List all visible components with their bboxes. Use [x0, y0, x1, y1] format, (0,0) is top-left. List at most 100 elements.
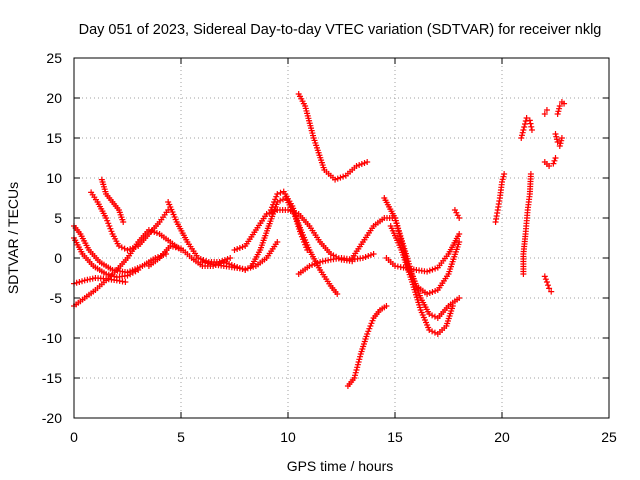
data-point [557, 140, 564, 147]
data-point [311, 261, 318, 267]
y-tick-label: 25 [46, 50, 62, 66]
data-point [543, 107, 550, 113]
data-point [274, 239, 281, 245]
data-point [424, 291, 431, 297]
data-point [104, 217, 111, 224]
data-point [555, 108, 562, 115]
series-arc6 [98, 176, 127, 225]
y-tick-labels: -20 -15 -10 -5 0 5 10 15 20 25 [42, 50, 62, 426]
data-point [541, 111, 548, 117]
data-point [365, 253, 372, 259]
data-point [334, 175, 341, 182]
data-point [556, 143, 563, 149]
data-point [367, 252, 374, 258]
x-tick-label: 25 [601, 429, 617, 445]
y-tick-label: -5 [50, 290, 63, 306]
data-point [542, 276, 549, 283]
data-point [106, 223, 113, 229]
data-point [122, 279, 129, 285]
data-point [356, 162, 363, 168]
data-points [71, 91, 568, 389]
data-point [370, 251, 377, 257]
data-point [429, 328, 436, 335]
data-point [383, 303, 390, 309]
data-point [332, 176, 339, 183]
data-point [195, 255, 202, 261]
data-point [431, 313, 438, 320]
data-point [364, 159, 371, 165]
data-point [239, 244, 246, 250]
data-point [553, 136, 560, 143]
data-point [431, 329, 438, 336]
x-tick-label: 0 [70, 429, 78, 445]
data-point [227, 255, 234, 261]
data-point [105, 220, 112, 227]
data-point [355, 359, 362, 365]
data-point [527, 171, 534, 177]
data-point [456, 215, 463, 221]
chart-title: Day 051 of 2023, Sidereal Day-to-day VTE… [79, 22, 602, 38]
data-point [219, 258, 226, 264]
data-point [118, 244, 125, 251]
data-point [499, 176, 506, 183]
series-arc26 [541, 155, 559, 169]
series-arc28 [554, 99, 568, 117]
data-point [518, 132, 525, 139]
data-point [361, 160, 368, 166]
data-point [456, 239, 463, 245]
data-point [546, 163, 553, 169]
series-arc8 [165, 199, 234, 265]
data-point [556, 103, 563, 109]
data-point [432, 288, 439, 294]
data-point [543, 279, 550, 285]
data-point [306, 263, 313, 269]
data-point [244, 265, 251, 272]
data-point [124, 247, 131, 253]
plot-frame [73, 57, 610, 419]
series-arc24 [541, 107, 550, 117]
y-tick-label: -15 [42, 370, 62, 386]
data-point [359, 255, 366, 261]
data-point [236, 245, 243, 251]
data-point [353, 163, 360, 169]
data-point [115, 243, 122, 249]
series-arc25 [541, 273, 555, 295]
data-point [107, 225, 114, 232]
data-point [366, 325, 373, 332]
data-point [550, 160, 557, 167]
y-tick-label: 0 [54, 250, 62, 266]
data-point [221, 257, 228, 263]
data-point [129, 245, 136, 251]
x-tick-label: 15 [387, 429, 403, 445]
data-point [274, 191, 281, 197]
data-point [234, 246, 241, 252]
data-point [76, 279, 83, 285]
data-point [456, 231, 463, 237]
data-point [554, 139, 561, 145]
data-point [224, 256, 231, 262]
data-point [314, 260, 321, 266]
y-tick-label: 15 [46, 130, 62, 146]
data-point [449, 303, 456, 309]
data-point [520, 127, 527, 133]
data-point [367, 323, 374, 329]
data-point [369, 317, 376, 324]
series-arc13 [295, 251, 377, 277]
data-point [556, 105, 563, 112]
data-point [135, 267, 142, 273]
data-point [548, 288, 555, 295]
data-point [528, 127, 535, 133]
data-point [79, 278, 86, 285]
x-tick-labels: 0 5 10 15 20 25 [70, 429, 617, 445]
series-arc14 [295, 91, 371, 183]
data-point [120, 219, 127, 225]
data-point [553, 133, 560, 140]
data-point [362, 254, 369, 260]
data-point [365, 328, 372, 335]
x-tick-label: 10 [280, 429, 296, 445]
data-point [103, 215, 110, 221]
data-point [273, 193, 280, 200]
data-point [518, 135, 525, 141]
data-point [500, 173, 507, 180]
